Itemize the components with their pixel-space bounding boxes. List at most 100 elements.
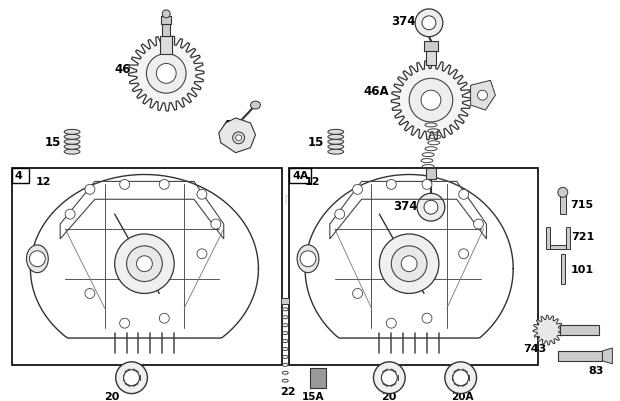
Text: 101: 101 [571, 264, 594, 274]
Circle shape [197, 249, 207, 259]
Circle shape [391, 246, 427, 282]
Ellipse shape [64, 130, 80, 135]
Circle shape [422, 17, 436, 30]
Bar [424, 42, 438, 51]
Ellipse shape [64, 145, 80, 150]
Text: 15: 15 [308, 136, 324, 149]
Bar [561, 254, 565, 284]
Bar [161, 17, 171, 25]
Circle shape [236, 136, 242, 142]
Circle shape [558, 188, 568, 198]
Circle shape [126, 246, 162, 282]
Circle shape [422, 314, 432, 323]
Bar [161, 36, 172, 55]
Polygon shape [391, 61, 471, 140]
Circle shape [232, 132, 244, 144]
Text: 12: 12 [35, 177, 51, 187]
Bar [281, 299, 289, 305]
Circle shape [197, 190, 207, 200]
Bar [289, 168, 311, 184]
Circle shape [353, 185, 363, 195]
Bar [550, 245, 570, 249]
Ellipse shape [328, 130, 343, 135]
Bar [310, 368, 326, 388]
Circle shape [136, 256, 153, 272]
Circle shape [211, 219, 221, 229]
Text: eReplacementParts.com: eReplacementParts.com [200, 190, 420, 208]
Polygon shape [219, 119, 255, 153]
Circle shape [162, 11, 170, 19]
Text: 12: 12 [305, 177, 321, 187]
Text: 20: 20 [381, 391, 397, 401]
Circle shape [115, 234, 174, 294]
Text: 374: 374 [391, 15, 416, 28]
Ellipse shape [64, 150, 80, 155]
Circle shape [353, 289, 363, 299]
Text: 22: 22 [280, 386, 296, 396]
Bar [560, 195, 566, 215]
Circle shape [123, 370, 140, 386]
Text: 715: 715 [571, 200, 594, 210]
Circle shape [421, 91, 441, 111]
Ellipse shape [64, 135, 80, 140]
Bar [162, 25, 170, 36]
Circle shape [159, 314, 169, 323]
Circle shape [146, 55, 186, 94]
Bar [12, 168, 29, 184]
Circle shape [116, 362, 148, 394]
Bar [426, 47, 436, 66]
Circle shape [422, 180, 432, 190]
Text: 46: 46 [115, 63, 131, 76]
Bar [560, 325, 600, 335]
Text: 20A: 20A [451, 391, 473, 401]
Ellipse shape [64, 140, 80, 145]
Circle shape [156, 64, 176, 84]
Circle shape [424, 201, 438, 215]
Circle shape [409, 79, 453, 123]
Circle shape [415, 10, 443, 38]
Polygon shape [128, 36, 204, 112]
Circle shape [85, 289, 95, 299]
Text: 43: 43 [223, 119, 239, 132]
Bar [546, 227, 550, 249]
Bar [566, 227, 570, 249]
Polygon shape [603, 348, 613, 364]
Ellipse shape [250, 102, 260, 110]
Circle shape [379, 234, 439, 294]
Circle shape [459, 190, 469, 200]
Circle shape [29, 251, 45, 267]
Circle shape [453, 370, 469, 386]
Circle shape [417, 194, 445, 221]
Circle shape [120, 180, 130, 190]
Circle shape [85, 185, 95, 195]
Text: 46A: 46A [363, 85, 389, 97]
Bar [426, 168, 436, 180]
Circle shape [477, 91, 487, 101]
Circle shape [159, 180, 169, 190]
Polygon shape [471, 81, 495, 111]
Circle shape [474, 219, 484, 229]
Circle shape [335, 210, 345, 219]
Text: 4A: 4A [292, 171, 309, 181]
Circle shape [65, 210, 75, 219]
Circle shape [373, 362, 405, 394]
Circle shape [120, 318, 130, 328]
Text: 4: 4 [14, 171, 22, 181]
Ellipse shape [328, 140, 343, 145]
Ellipse shape [328, 150, 343, 155]
Circle shape [445, 362, 477, 394]
Circle shape [386, 318, 396, 328]
Ellipse shape [328, 135, 343, 140]
Text: 743: 743 [523, 343, 546, 353]
Ellipse shape [297, 245, 319, 273]
Circle shape [459, 249, 469, 259]
Ellipse shape [328, 145, 343, 150]
Text: 721: 721 [572, 231, 595, 241]
Circle shape [381, 370, 397, 386]
Text: 15: 15 [44, 136, 61, 149]
Circle shape [386, 180, 396, 190]
Polygon shape [533, 316, 563, 345]
Text: 15A: 15A [302, 391, 324, 401]
Text: 374: 374 [393, 199, 418, 212]
Ellipse shape [27, 245, 48, 273]
